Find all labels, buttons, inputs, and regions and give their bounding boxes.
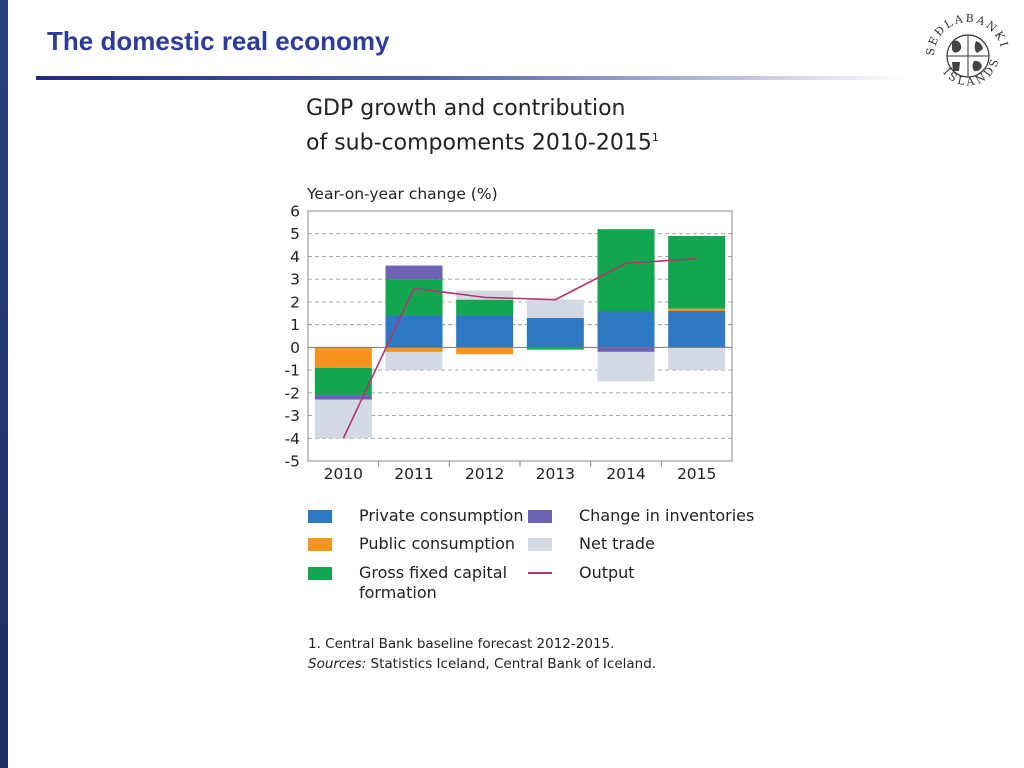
y-tick-label: 6 <box>290 203 300 221</box>
output-line <box>342 257 697 439</box>
y-tick-label: 2 <box>290 293 300 311</box>
bar-segment <box>597 351 655 382</box>
y-axis-label: Year-on-year change (%) <box>306 185 498 203</box>
bar-segment <box>456 299 514 316</box>
y-tick-label: 5 <box>290 225 300 243</box>
legend-swatch <box>308 567 332 580</box>
bar-segment <box>597 347 655 352</box>
bar-segment <box>668 347 726 371</box>
y-tick-label: -5 <box>285 453 300 471</box>
legend-label: Public consumption <box>359 534 516 553</box>
x-tick-label: 2014 <box>606 465 645 483</box>
bar-segment <box>597 311 655 348</box>
sources-label: Sources: <box>308 656 367 672</box>
bar-segment <box>314 395 372 400</box>
y-tick-label: -3 <box>285 407 300 425</box>
x-tick-label: 2011 <box>394 465 433 483</box>
title-underline <box>36 76 906 80</box>
legend-line-swatch <box>528 572 552 574</box>
x-tick-label: 2015 <box>677 465 716 483</box>
y-tick-label: 1 <box>290 316 300 334</box>
y-tick-label: -1 <box>285 362 300 380</box>
y-tick-label: -2 <box>285 384 300 402</box>
bar-segment <box>526 347 584 350</box>
x-tick-label: 2012 <box>465 465 504 483</box>
bar-segment <box>385 347 443 352</box>
sources-text: Statistics Iceland, Central Bank of Icel… <box>366 656 657 672</box>
legend-label: Gross fixed capital formation <box>359 563 508 602</box>
chart-title-line2: of sub-compoments 2010-2015 <box>306 130 652 156</box>
legend-label: Private consumption <box>359 506 524 525</box>
y-tick-label: 4 <box>290 248 300 266</box>
chart-title: GDP growth and contribution of sub-compo… <box>306 94 659 157</box>
bar-segment <box>385 315 443 348</box>
chart-footnote: 1. Central Bank baseline forecast 2012-2… <box>308 634 656 674</box>
legend-swatch <box>528 538 552 551</box>
bar-segment <box>597 229 655 311</box>
legend-swatch <box>308 510 332 523</box>
legend-label: Change in inventories <box>579 506 755 525</box>
slide-title: The domestic real economy <box>47 26 390 56</box>
central-bank-seal-icon: SEÐLABANKI ÍSLANDS <box>924 12 1009 89</box>
x-tick-label: 2013 <box>536 465 575 483</box>
bar-segment <box>668 308 726 311</box>
bar-segment <box>314 347 372 368</box>
footnote-text: 1. Central Bank baseline forecast 2012-2… <box>308 636 615 652</box>
y-tick-label: 3 <box>290 271 300 289</box>
bar-segment <box>456 290 514 300</box>
bar-segment <box>456 347 514 355</box>
bar-segment <box>385 351 443 371</box>
bar-segment <box>314 367 372 396</box>
legend-label: Net trade <box>579 534 655 553</box>
chart-title-footnote-mark: 1 <box>651 131 659 144</box>
bar-segment <box>526 317 584 348</box>
bar-segment <box>668 311 726 348</box>
legend-swatch <box>528 510 552 523</box>
chart-title-line1: GDP growth and contribution <box>306 96 626 121</box>
legend-swatch <box>308 538 332 551</box>
bar-segment <box>385 279 443 316</box>
bar-segment <box>526 299 584 318</box>
y-tick-label: -4 <box>285 430 300 448</box>
y-tick-label: 0 <box>290 339 300 357</box>
bar-segment <box>385 265 443 280</box>
bar-segment <box>456 315 514 348</box>
x-tick-label: 2010 <box>324 465 363 483</box>
left-edge-band <box>0 0 8 768</box>
legend-label: Output <box>579 563 635 582</box>
bar-segment <box>668 236 726 309</box>
bar-segment <box>314 399 372 439</box>
